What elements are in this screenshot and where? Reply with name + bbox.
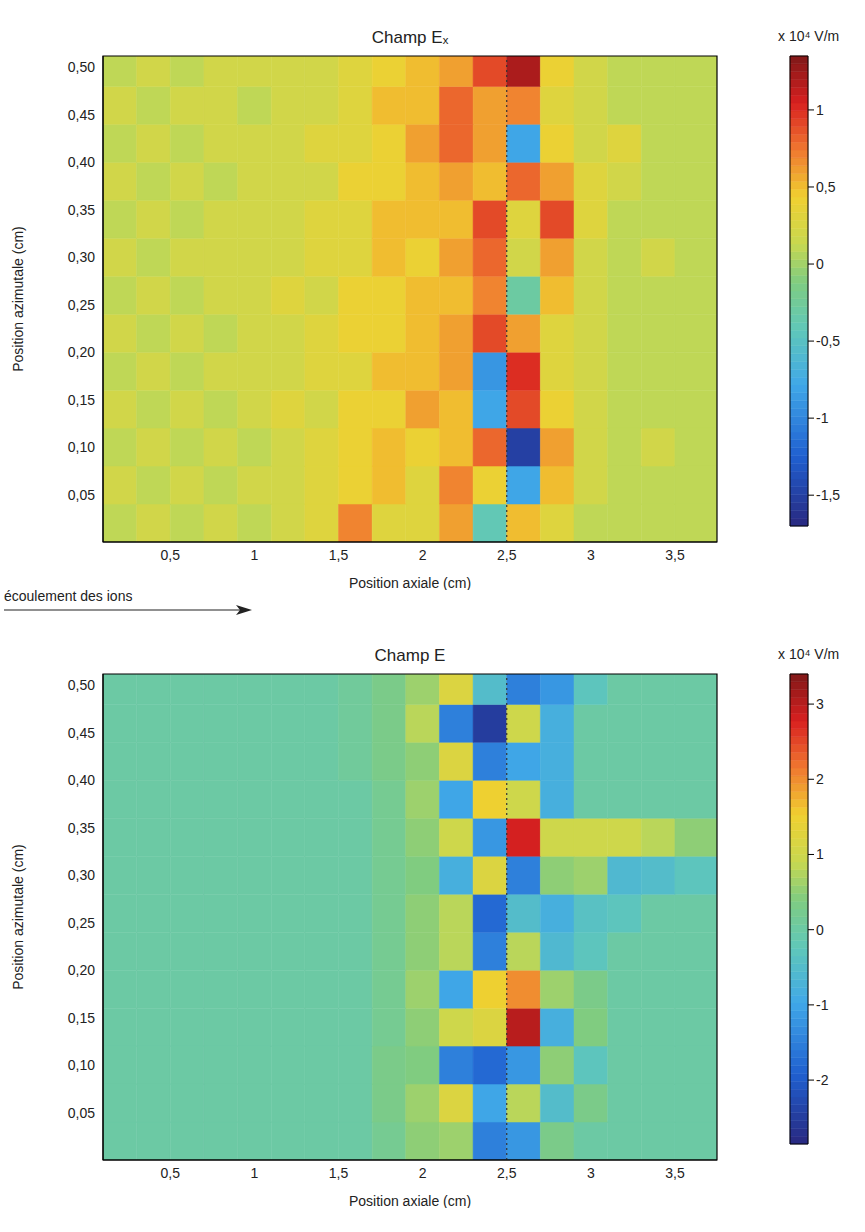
svg-text:0,15: 0,15	[68, 1010, 95, 1026]
svg-text:0,30: 0,30	[68, 249, 95, 265]
svg-text:0,40: 0,40	[68, 154, 95, 170]
svg-text:2,5: 2,5	[497, 547, 517, 563]
svg-text:0,45: 0,45	[68, 725, 95, 741]
svg-text:0,10: 0,10	[68, 1057, 95, 1073]
svg-text:-1: -1	[816, 410, 829, 426]
svg-text:1: 1	[250, 1165, 258, 1181]
svg-text:-2: -2	[816, 1072, 829, 1088]
svg-text:0,25: 0,25	[68, 915, 95, 931]
html-text:x 10⁴ V/m: x 10⁴ V/m	[778, 646, 840, 662]
svg-text:-0,5: -0,5	[816, 333, 840, 349]
svg-text:Position axiale (cm): Position axiale (cm)	[349, 575, 471, 590]
svg-text:Position azimutale (cm): Position azimutale (cm)	[10, 844, 26, 990]
svg-text:2: 2	[419, 1165, 427, 1181]
svg-text:0,5: 0,5	[816, 179, 836, 195]
svg-text:0,20: 0,20	[68, 344, 95, 360]
svg-text:Position axiale (cm): Position axiale (cm)	[349, 1193, 471, 1208]
svg-text:0,35: 0,35	[68, 202, 95, 218]
svg-text:2: 2	[816, 771, 824, 787]
svg-text:0,30: 0,30	[68, 867, 95, 883]
svg-text:0,20: 0,20	[68, 962, 95, 978]
svg-text:0,45: 0,45	[68, 107, 95, 123]
svg-text:0: 0	[816, 922, 824, 938]
svg-text:1: 1	[816, 846, 824, 862]
svg-text:0,5: 0,5	[161, 547, 181, 563]
html-text:Champ Eₓ: Champ Eₓ	[371, 28, 449, 47]
svg-text:3,5: 3,5	[665, 1165, 685, 1181]
svg-text:2,5: 2,5	[497, 1165, 517, 1181]
html-text:écoulement des ions: écoulement des ions	[4, 588, 133, 604]
svg-text:-1: -1	[816, 997, 829, 1013]
svg-text:0,40: 0,40	[68, 772, 95, 788]
svg-text:1: 1	[250, 547, 258, 563]
svg-text:0,10: 0,10	[68, 439, 95, 455]
svg-text:0,15: 0,15	[68, 392, 95, 408]
svg-text:3: 3	[816, 696, 824, 712]
svg-text:0,35: 0,35	[68, 820, 95, 836]
svg-text:0,05: 0,05	[68, 487, 95, 503]
svg-text:0: 0	[816, 256, 824, 272]
svg-text:1,5: 1,5	[329, 547, 349, 563]
svg-text:0,5: 0,5	[161, 1165, 181, 1181]
svg-text:0,25: 0,25	[68, 297, 95, 313]
svg-text:0,05: 0,05	[68, 1105, 95, 1121]
svg-text:1,5: 1,5	[329, 1165, 349, 1181]
svg-text:2: 2	[419, 547, 427, 563]
svg-text:Position azimutale (cm): Position azimutale (cm)	[10, 226, 26, 372]
svg-text:1: 1	[816, 102, 824, 118]
html-text:x 10⁴ V/m: x 10⁴ V/m	[778, 28, 840, 44]
svg-text:3: 3	[587, 1165, 595, 1181]
svg-text:0,50: 0,50	[68, 59, 95, 75]
svg-text:3,5: 3,5	[665, 547, 685, 563]
svg-text:0,50: 0,50	[68, 677, 95, 693]
svg-text:3: 3	[587, 547, 595, 563]
html-text:Champ E: Champ E	[374, 646, 446, 665]
svg-text:-1,5: -1,5	[816, 487, 840, 503]
